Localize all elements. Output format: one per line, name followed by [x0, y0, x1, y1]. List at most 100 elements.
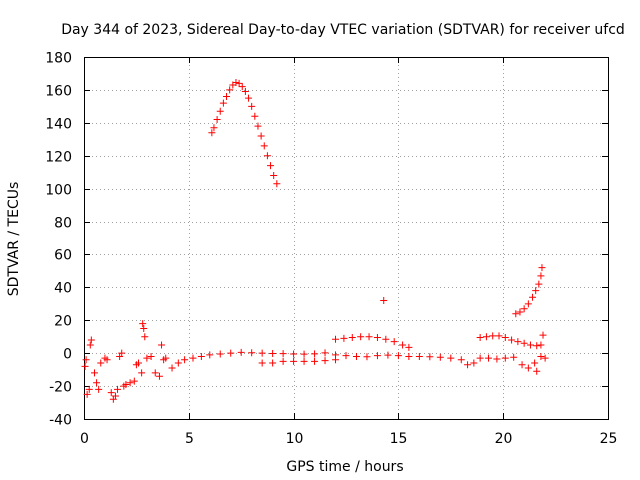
- series-outliers: [380, 297, 549, 375]
- data-point: [415, 352, 423, 360]
- data-point: [524, 300, 532, 308]
- data-point: [380, 297, 388, 305]
- data-point: [352, 352, 360, 360]
- series-arc-early-low: [81, 320, 214, 403]
- y-tick-label: 0: [63, 347, 72, 363]
- grid: [84, 57, 608, 419]
- series-arc-late: [476, 331, 547, 350]
- data-point: [340, 334, 348, 342]
- data-point: [162, 354, 170, 362]
- data-point: [143, 354, 151, 362]
- data-point: [270, 171, 278, 179]
- data-point: [365, 333, 373, 341]
- data-point: [537, 341, 545, 349]
- data-point: [426, 353, 434, 361]
- data-point: [357, 333, 365, 341]
- data-point: [290, 357, 298, 365]
- y-tick-labels: -40 -20 0 20 40 60 80 100 120 140 160 180: [45, 51, 72, 429]
- y-tick-label: 20: [54, 314, 72, 330]
- data-point: [384, 351, 392, 359]
- data-point: [332, 335, 340, 343]
- data-point: [216, 107, 224, 115]
- data-point: [174, 359, 182, 367]
- data-point: [107, 389, 115, 397]
- data-point: [436, 353, 444, 361]
- data-point: [103, 356, 111, 364]
- data-point: [86, 341, 94, 349]
- data-point: [140, 325, 148, 332]
- data-point: [489, 332, 497, 340]
- data-point: [382, 335, 390, 343]
- y-tick-label: 60: [54, 248, 72, 264]
- data-point: [482, 333, 490, 341]
- data-point: [155, 372, 163, 380]
- data-point: [501, 354, 509, 362]
- data-point: [254, 122, 262, 130]
- data-point: [151, 369, 159, 377]
- data-point: [537, 272, 545, 280]
- x-tick-label: 20: [495, 431, 513, 447]
- data-point: [141, 333, 149, 341]
- data-point: [122, 380, 130, 388]
- data-point: [321, 349, 329, 357]
- y-tick-label: 100: [45, 183, 72, 199]
- data-point: [526, 341, 534, 349]
- data-point: [520, 305, 528, 313]
- data-point: [235, 79, 243, 87]
- data-point: [81, 362, 89, 370]
- data-point: [90, 369, 98, 377]
- y-tick-label: -20: [49, 380, 72, 396]
- y-tick-label: 120: [45, 150, 72, 166]
- data-point: [279, 357, 287, 365]
- data-point: [181, 356, 189, 364]
- data-point: [447, 354, 455, 362]
- data-point: [206, 351, 214, 359]
- data-point: [126, 379, 134, 387]
- data-point: [189, 354, 197, 362]
- data-point: [139, 320, 147, 328]
- y-tick-label: 40: [54, 281, 72, 297]
- data-point: [216, 350, 224, 358]
- data-point: [373, 352, 381, 360]
- data-point: [332, 356, 340, 364]
- data-point: [114, 385, 122, 393]
- data-point: [223, 92, 231, 100]
- data-point: [263, 152, 271, 160]
- data-point: [134, 359, 142, 367]
- data-point: [269, 359, 277, 367]
- data-point: [538, 264, 546, 272]
- data-point: [516, 308, 524, 316]
- data-point: [208, 129, 216, 137]
- data-point: [168, 364, 176, 372]
- data-point: [83, 390, 91, 398]
- y-axis-label: SDTVAR / TECUs: [6, 182, 22, 297]
- x-tick-label: 15: [390, 431, 408, 447]
- data-point: [241, 88, 249, 96]
- chart-title: Day 344 of 2023, Sidereal Day-to-day VTE…: [61, 22, 625, 38]
- series-arc-mid-flat: [216, 348, 545, 372]
- x-tick-label: 25: [600, 431, 618, 447]
- data-point: [311, 357, 319, 365]
- series-arc-mid-lower: [258, 356, 340, 367]
- data-point: [226, 86, 234, 94]
- data-point: [342, 352, 350, 360]
- x-tick-label: 5: [185, 431, 194, 447]
- data-point: [245, 94, 253, 102]
- data-point: [227, 349, 235, 357]
- data-point: [529, 293, 537, 301]
- data-point: [520, 339, 528, 347]
- x-axis-label: GPS time / hours: [286, 459, 403, 475]
- data-point: [97, 359, 105, 367]
- data-point: [260, 142, 268, 150]
- data-point: [495, 332, 503, 340]
- data-point: [373, 334, 381, 342]
- data-point: [514, 338, 522, 346]
- data-point: [532, 287, 540, 295]
- x-tick-label: 0: [80, 431, 89, 447]
- data-point: [273, 180, 281, 188]
- data-point: [390, 338, 398, 346]
- y-tick-label: 180: [45, 51, 72, 67]
- series-arc-high: [208, 79, 281, 188]
- series-arc-mid-upper: [332, 333, 413, 351]
- data-point: [237, 348, 245, 356]
